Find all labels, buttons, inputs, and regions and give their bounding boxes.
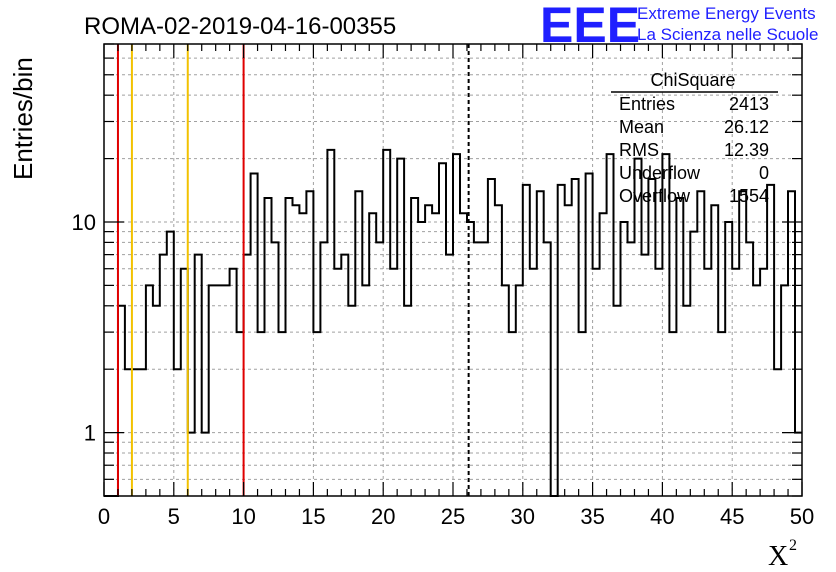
x-axis-label-main: X <box>768 541 788 572</box>
stats-row-label: Overflow <box>619 186 691 206</box>
stats-title: ChiSquare <box>650 70 735 90</box>
y-tick-label: 1 <box>84 421 96 446</box>
x-tick-label: 50 <box>790 504 814 529</box>
x-tick-label: 20 <box>371 504 395 529</box>
x-tick-label: 35 <box>580 504 604 529</box>
stats-row-value: 26.12 <box>724 117 769 137</box>
x-tick-label: 10 <box>231 504 255 529</box>
histogram <box>104 148 802 497</box>
stats-row-value: 0 <box>759 163 769 183</box>
logo-line-2: La Scienza nelle Scuole <box>637 25 818 44</box>
x-axis-label-superscript: 2 <box>789 537 797 554</box>
stats-row-value: 12.39 <box>724 140 769 160</box>
stats-row-value: 2413 <box>729 94 769 114</box>
stats-row-label: Underflow <box>619 163 701 183</box>
x-tick-label: 45 <box>720 504 744 529</box>
stats-row-label: Entries <box>619 94 675 114</box>
y-axis-label: Entries/bin <box>8 57 38 180</box>
stats-row-label: RMS <box>619 140 659 160</box>
x-tick-label: 0 <box>98 504 110 529</box>
stats-rows: Entries 2413 Mean 26.12 RMS 12.39 Underflow 0 Ov… <box>619 94 769 206</box>
reference-lines <box>116 44 470 496</box>
stats-row-label: Mean <box>619 117 664 137</box>
logo-text: EEE <box>540 0 640 53</box>
axis-tick-labels: 0 5 10 15 20 25 30 35 40 45 50 1 10 <box>72 210 815 529</box>
eee-logo: EEE Extreme Energy Events La Scienza nel… <box>540 0 818 53</box>
y-tick-label: 10 <box>72 210 96 235</box>
x-tick-label: 30 <box>511 504 535 529</box>
x-tick-label: 5 <box>168 504 180 529</box>
axis-ticks <box>103 43 803 497</box>
stats-box: ChiSquare Entries 2413 Mean 26.12 RMS 12.39 Un… <box>611 70 778 206</box>
x-tick-label: 40 <box>650 504 674 529</box>
page-title: ROMA-02-2019-04-16-00355 <box>84 13 396 40</box>
x-tick-label: 15 <box>301 504 325 529</box>
histogram-line <box>104 148 802 497</box>
stats-row-value: 1554 <box>729 186 769 206</box>
x-axis-label: X 2 <box>768 537 797 572</box>
x-tick-label: 25 <box>441 504 465 529</box>
logo-line-1: Extreme Energy Events <box>637 4 816 23</box>
